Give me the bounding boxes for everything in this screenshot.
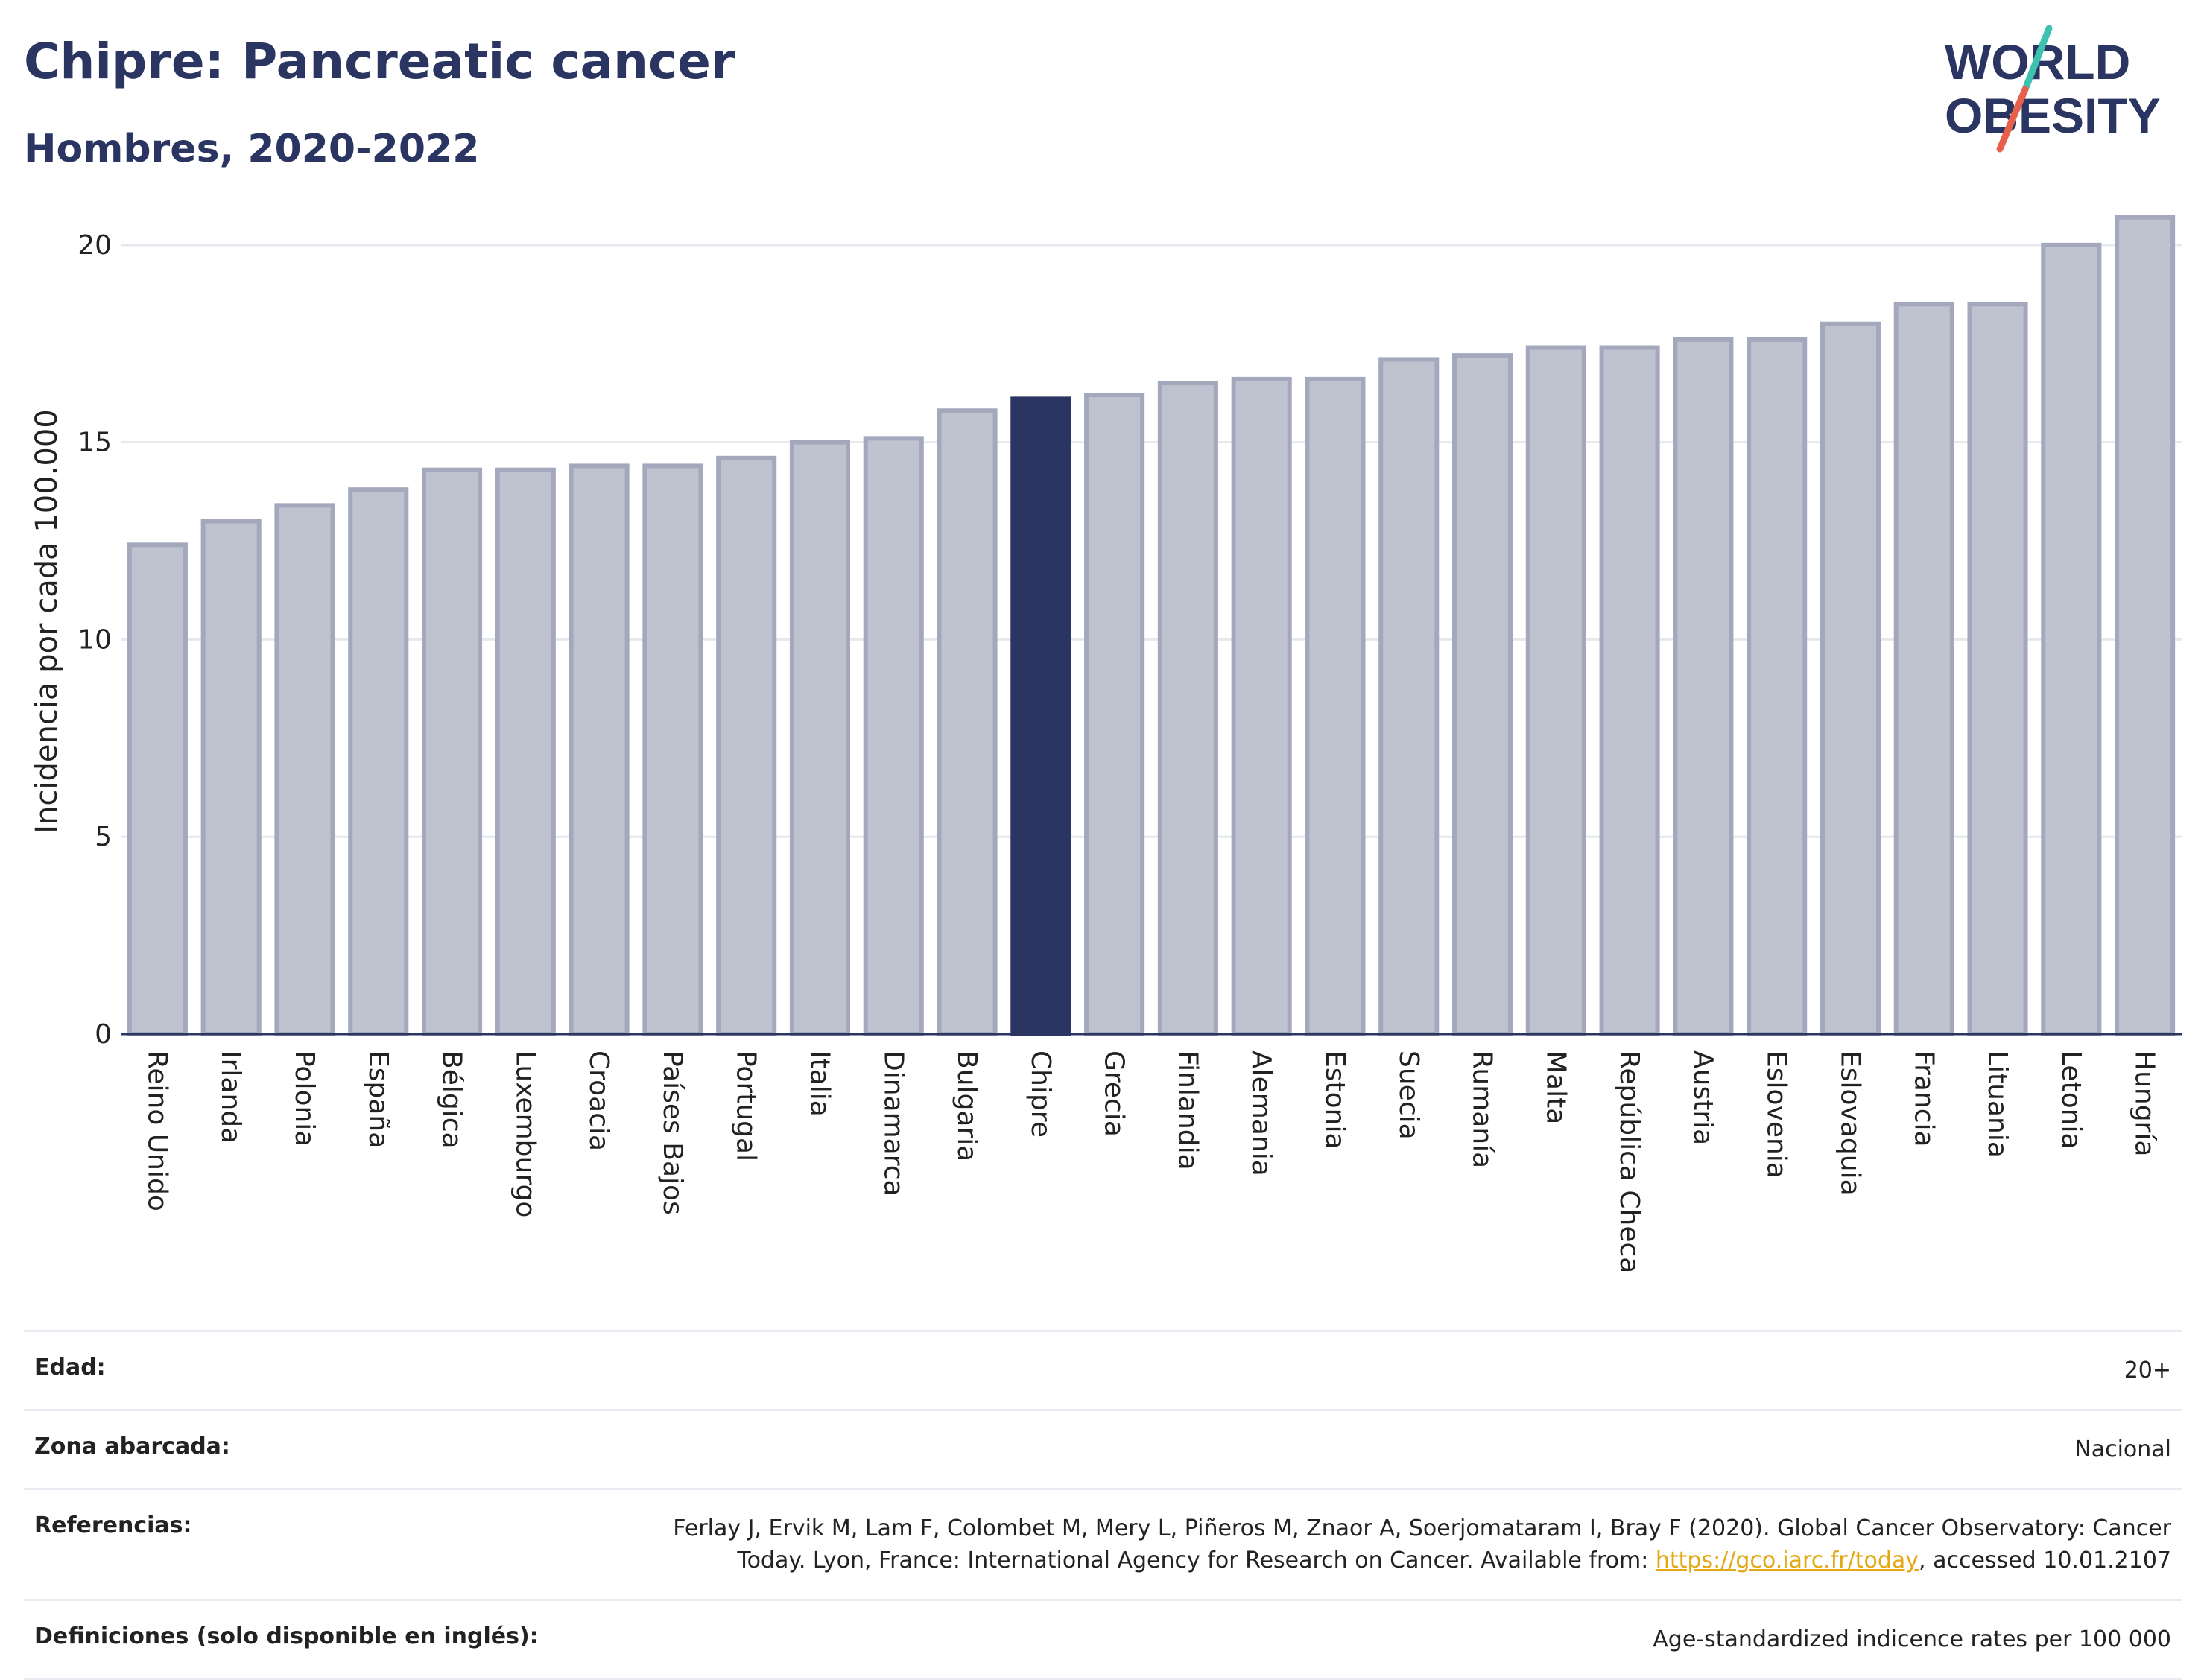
x-tick-label: Bulgaria: [951, 1050, 982, 1161]
bar-Malta: [1525, 345, 1586, 1036]
bar-Rumanía: [1451, 353, 1513, 1036]
bar-Austria: [1673, 337, 1734, 1036]
x-tick-label: Rumanía: [1467, 1050, 1498, 1168]
logo-slash-teal: [2021, 25, 2053, 93]
bar-Dinamarca: [863, 436, 924, 1036]
y-axis-label: Incidencia por cada 100.000: [30, 409, 64, 834]
y-tick-label: 10: [77, 624, 112, 655]
bar-Alemania: [1231, 376, 1292, 1036]
bar-Estonia: [1305, 376, 1366, 1036]
chart-subtitle: Hombres, 2020-2022: [24, 127, 480, 171]
x-tick-label: Bélgica: [437, 1050, 467, 1149]
x-tick-label: Alemania: [1246, 1050, 1276, 1176]
x-tick-label: España: [363, 1050, 393, 1148]
chart-title: Chipre: Pancreatic cancer: [24, 33, 735, 90]
info-row-edad: Edad: 20+: [24, 1330, 2182, 1409]
bar-Bélgica: [421, 467, 483, 1036]
x-tick-label: Malta: [1540, 1050, 1571, 1124]
bar-Italia: [789, 440, 851, 1036]
bar-Portugal: [716, 455, 777, 1036]
bar-Finlandia: [1157, 381, 1218, 1036]
x-tick-label: Croacia: [583, 1050, 614, 1151]
info-value-referencias: Ferlay J, Ervik M, Lam F, Colombet M, Me…: [607, 1512, 2171, 1576]
bar-Eslovaquia: [1820, 321, 1881, 1036]
x-tick-label: Eslovaquia: [1834, 1050, 1865, 1196]
logo-slash-red: [1996, 86, 2029, 153]
y-tick-label: 0: [95, 1019, 112, 1050]
x-tick-label: Irlanda: [215, 1050, 246, 1144]
y-tick-label: 20: [77, 230, 112, 261]
bar-Letonia: [2041, 242, 2102, 1036]
bar-España: [348, 487, 409, 1036]
x-tick-label: Suecia: [1393, 1050, 1424, 1140]
x-tick-label: Luxemburgo: [510, 1050, 540, 1217]
world-obesity-logo: WORLD OBESITY: [1945, 25, 2161, 153]
reference-text: Ferlay J, Ervik M, Lam F, Colombet M, Me…: [673, 1515, 2171, 1573]
x-tick-label: Reino Unido: [142, 1050, 172, 1211]
info-label-zona: Zona abarcada:: [34, 1433, 230, 1459]
info-row-definiciones: Definiciones (solo disponible en inglés)…: [24, 1599, 2182, 1680]
x-tick-label: Países Bajos: [657, 1050, 688, 1215]
info-table: Edad: 20+ Zona abarcada: Nacional Refere…: [24, 1330, 2182, 1680]
info-label-definiciones: Definiciones (solo disponible en inglés)…: [34, 1623, 539, 1649]
bar-Luxemburgo: [495, 467, 556, 1036]
reference-link[interactable]: https://gco.iarc.fr/today: [1655, 1547, 1919, 1573]
x-tick-label: Eslovenia: [1761, 1050, 1792, 1179]
bar-Suecia: [1378, 357, 1440, 1036]
x-tick-label: Francia: [1908, 1050, 1939, 1147]
bar-Bulgaria: [937, 408, 998, 1036]
info-value-zona: Nacional: [2074, 1436, 2171, 1462]
x-tick-label: República Checa: [1614, 1050, 1644, 1273]
x-tick-label: Polonia: [289, 1050, 320, 1147]
reference-accessed: , accessed 10.01.2107: [1919, 1547, 2171, 1573]
y-tick-label: 5: [95, 822, 112, 852]
info-row-referencias: Referencias: Ferlay J, Ervik M, Lam F, C…: [24, 1488, 2182, 1599]
x-tick-label: Lituania: [1982, 1050, 2013, 1158]
bar-Hungría: [2115, 215, 2176, 1036]
info-value-definiciones: Age-standardized indicence rates per 100…: [1653, 1626, 2171, 1652]
info-value-edad: 20+: [2124, 1357, 2171, 1383]
bar-Eslovenia: [1747, 337, 1808, 1036]
info-row-zona: Zona abarcada: Nacional: [24, 1409, 2182, 1488]
info-label-referencias: Referencias:: [34, 1512, 192, 1538]
x-tick-label: Estonia: [1320, 1050, 1350, 1150]
bar-Países Bajos: [642, 463, 703, 1036]
bar-Croacia: [569, 463, 630, 1036]
x-tick-label: Italia: [804, 1050, 835, 1117]
x-tick-label: Portugal: [731, 1050, 761, 1161]
bar-chart: 0 5 10 15 20 Reino Unido Irlanda Polonia España B…: [30, 215, 2182, 1273]
x-tick-label: Chipre: [1025, 1050, 1056, 1138]
bar-Reino Unido: [127, 542, 188, 1036]
x-tick-label: Finlandia: [1172, 1050, 1203, 1170]
x-tick-label: Letonia: [2056, 1050, 2086, 1150]
logo-line-2: OBESITY: [1945, 88, 2161, 143]
bar-Irlanda: [200, 519, 262, 1036]
bar-Grecia: [1084, 393, 1145, 1036]
x-tick-label: Dinamarca: [878, 1050, 908, 1196]
bar-Francia: [1893, 302, 1954, 1036]
x-tick-label: Grecia: [1099, 1050, 1130, 1137]
bar-Polonia: [274, 503, 335, 1036]
y-tick-label: 15: [77, 428, 112, 458]
bar-República Checa: [1599, 345, 1660, 1036]
bar-Chipre: [1010, 396, 1071, 1036]
info-label-edad: Edad:: [34, 1354, 106, 1381]
bar-Lituania: [1967, 302, 2028, 1036]
x-tick-label: Austria: [1688, 1050, 1718, 1145]
x-tick-label: Hungría: [2129, 1050, 2160, 1156]
